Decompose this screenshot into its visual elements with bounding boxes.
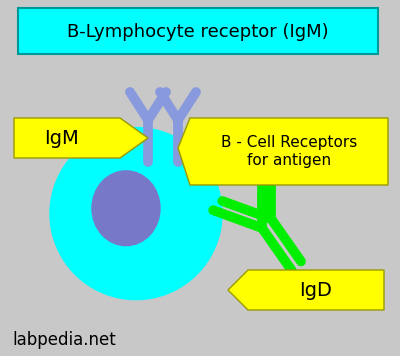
Ellipse shape [92, 171, 160, 246]
Text: IgM: IgM [45, 129, 79, 147]
Text: B-Lymphocyte receptor (IgM): B-Lymphocyte receptor (IgM) [67, 23, 329, 41]
Text: labpedia.net: labpedia.net [12, 331, 116, 349]
Text: IgD: IgD [300, 281, 332, 299]
Circle shape [50, 127, 222, 300]
FancyBboxPatch shape [18, 8, 378, 54]
Polygon shape [228, 270, 384, 310]
Polygon shape [14, 118, 148, 158]
Text: B - Cell Receptors
for antigen: B - Cell Receptors for antigen [221, 135, 357, 168]
Polygon shape [178, 118, 388, 185]
